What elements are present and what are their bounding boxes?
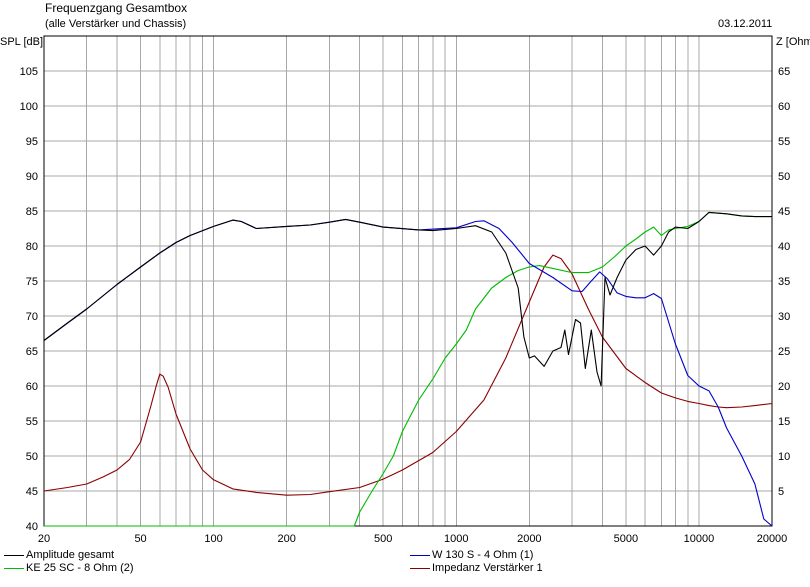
y-tick-label-right: 30 [778,311,790,323]
x-tick-label: 500 [374,533,392,545]
y-tick-label-left: 100 [20,101,38,113]
x-tick-label: 200 [277,533,295,545]
y-tick-label-left: 50 [26,451,38,463]
legend-swatch-impedanz [410,568,430,569]
y-tick-label-right: 15 [778,416,790,428]
y-tick-label-left: 70 [26,311,38,323]
series-line-w-130-s-4-ohm-1 [43,218,773,527]
y-tick-label-left: 105 [20,66,38,78]
y-tick-label-right: 25 [778,346,790,358]
y-tick-label-left: 75 [26,276,38,288]
y-tick-label-left: 95 [26,136,38,148]
y-tick-label-right: 35 [778,276,790,288]
y-tick-label-left: 40 [26,521,38,533]
y-tick-label-right: 55 [778,136,790,148]
x-tick-label: 2000 [517,533,541,545]
y-tick-label-right: 10 [778,451,790,463]
y-tick-label-right: 50 [778,171,790,183]
y-axis-right-label: Z [Ohm] [776,36,810,48]
y-tick-label-left: 80 [26,241,38,253]
y-tick-label-left: 55 [26,416,38,428]
x-tick-label: 100 [204,533,222,545]
y-tick-label-left: 65 [26,346,38,358]
plot-frame [43,35,773,527]
chart-subtitle: (alle Verstärker und Chassis) [45,18,187,30]
legend-label-w130s: W 130 S - 4 Ohm (1) [432,549,534,561]
x-tick-label: 50 [134,533,146,545]
x-tick-label: 5000 [614,533,638,545]
y-tick-label-right: 40 [778,241,790,253]
y-tick-label-left: 90 [26,171,38,183]
legend-label-impedanz: Impedanz Verstärker 1 [432,562,543,574]
series-line-amplitude-gesamt [43,211,772,387]
legend-swatch-w130s [410,555,430,556]
y-tick-label-right: 45 [778,206,790,218]
x-tick-label: 10000 [684,533,715,545]
y-tick-label-right: 60 [778,101,790,113]
y-tick-label-left: 45 [26,486,38,498]
legend-swatch-ke25sc [4,568,24,569]
chart-title: Frequenzgang Gesamtbox [45,1,188,15]
x-tick-label: 1000 [444,533,468,545]
legend-label-ke25sc: KE 25 SC - 8 Ohm (2) [26,562,134,574]
y-tick-label-right: 20 [778,381,790,393]
x-tick-label: 20 [38,533,50,545]
y-tick-label-left: 60 [26,381,38,393]
legend-label-amplitude-gesamt: Amplitude gesamt [26,549,115,561]
series-line-ke-25-sc-8-ohm-2 [44,211,772,527]
y-axis-left-label: SPL [dB] [0,36,44,48]
y-tick-label-right: 65 [778,66,790,78]
chart-date: 03.12.2011 [718,18,773,30]
legend-swatch-amplitude-gesamt [4,555,24,556]
series-line-impedanz-verst-rker-1 [43,254,773,496]
y-tick-label-left: 85 [26,206,38,218]
y-tick-label-right: 5 [778,486,784,498]
x-tick-label: 20000 [757,533,788,545]
